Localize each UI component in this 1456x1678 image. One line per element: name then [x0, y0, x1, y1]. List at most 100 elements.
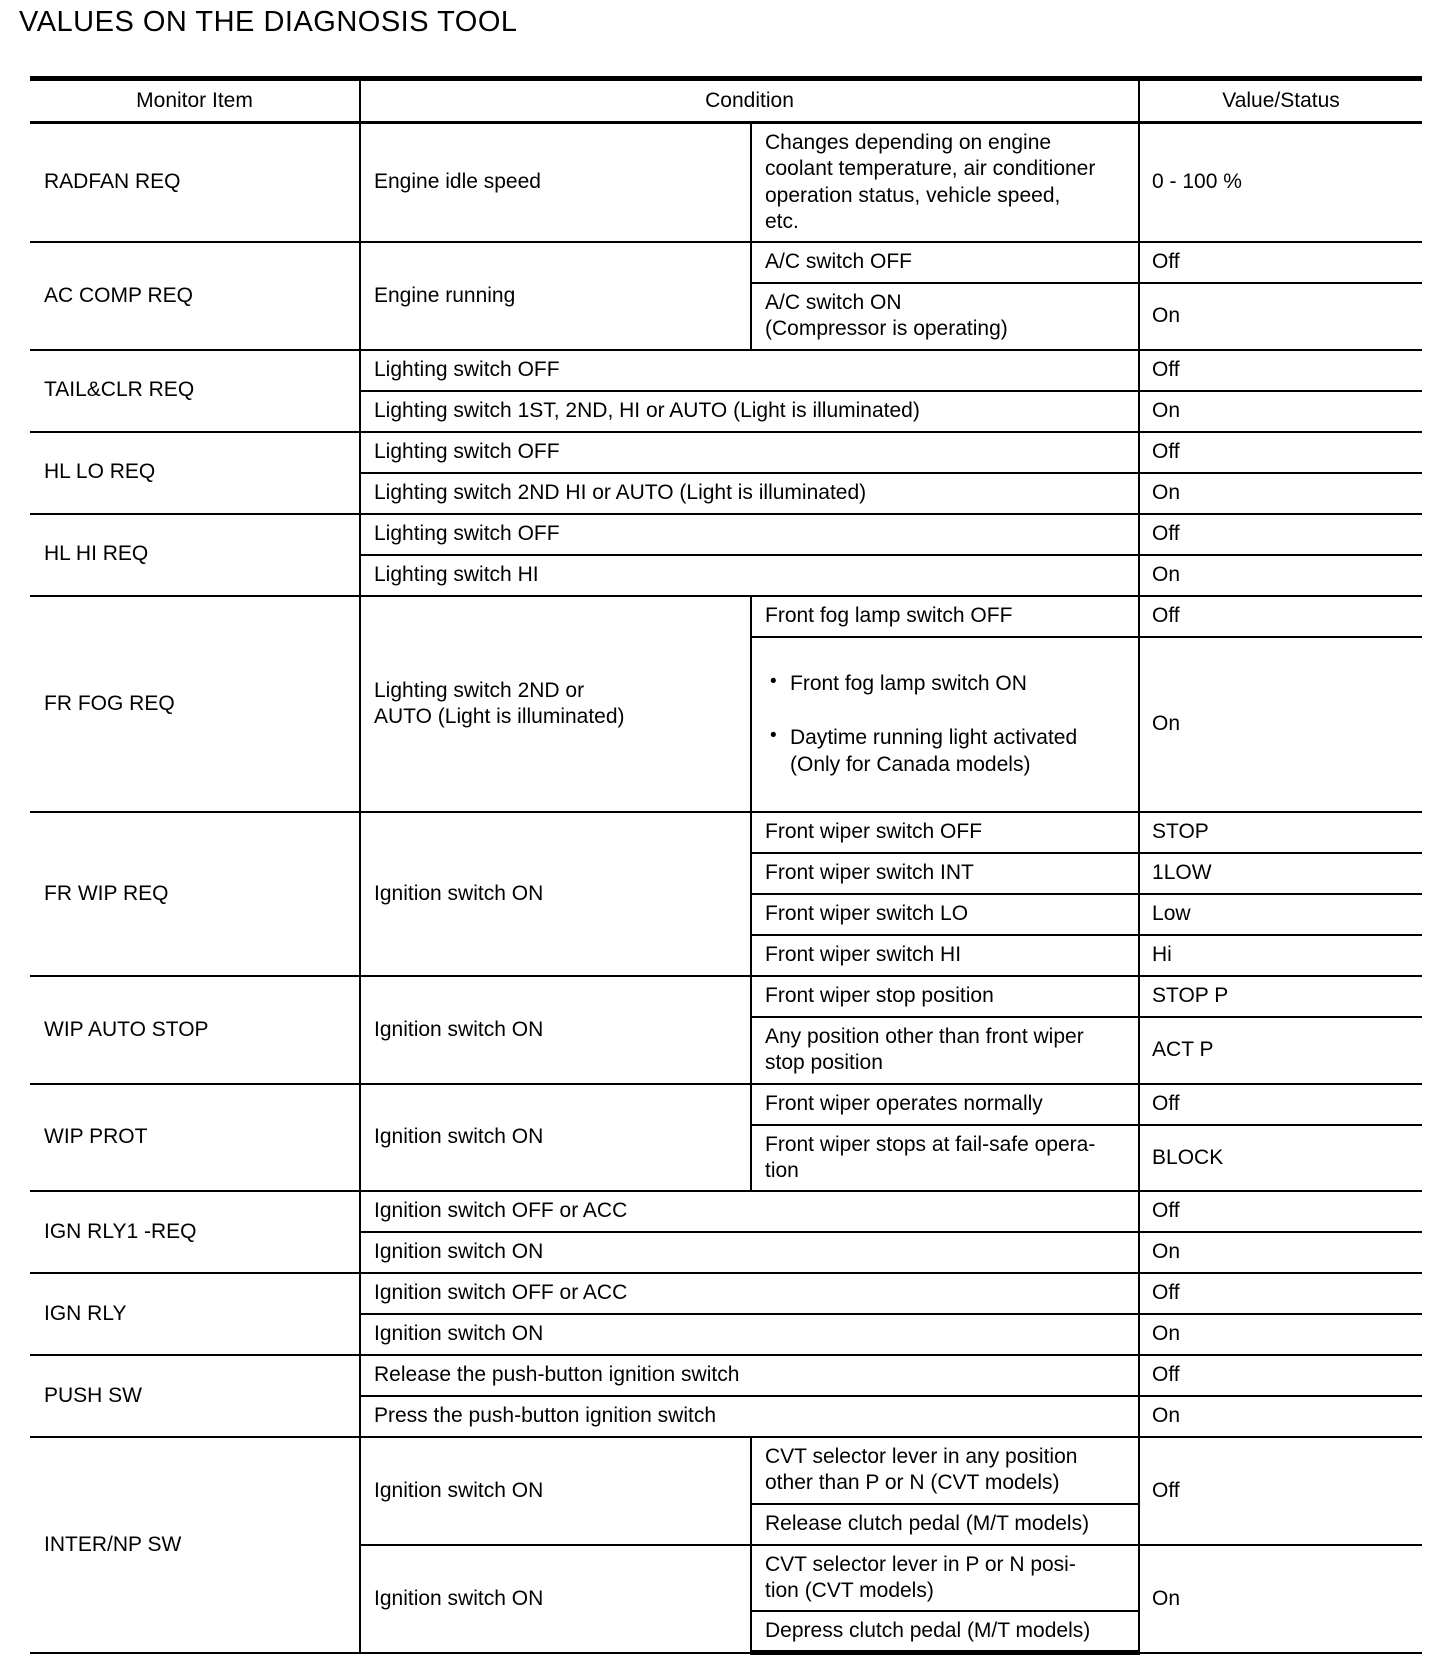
condition-cell: Press the push-button ignition switch: [358, 1395, 1141, 1438]
value-cell: Off: [1138, 1082, 1423, 1126]
value-cell: ACT P: [1138, 1016, 1423, 1085]
value-cell: On: [1138, 282, 1423, 351]
table-row: AC COMP REQ Engine running A/C switch OF…: [30, 241, 1423, 351]
monitor-item-cell: IGN RLY1 -REQ: [30, 1190, 361, 1274]
table-row: INTER/NP SW Ignition switch ON CVT selec…: [30, 1436, 1423, 1654]
monitor-item-cell: RADFAN REQ: [30, 121, 361, 243]
condition-cell: Ignition switch ON: [359, 975, 752, 1085]
col-header-condition: Condition: [358, 76, 1141, 124]
value-cell: Off: [1138, 1190, 1423, 1233]
value-cell: On: [1138, 471, 1423, 515]
monitor-item-cell: INTER/NP SW: [30, 1436, 361, 1654]
value-cell: On: [1138, 1395, 1423, 1438]
value-cell: STOP: [1138, 811, 1423, 854]
value-cell: Off: [1138, 1436, 1423, 1546]
value-cell: Off: [1138, 512, 1423, 556]
condition-cell: Lighting switch 2ND or AUTO (Light is il…: [359, 594, 752, 813]
monitor-item-cell: HL LO REQ: [30, 430, 361, 515]
condition-cell: Ignition switch ON: [359, 1082, 752, 1192]
condition-cell: Release the push-button ignition switch: [358, 1354, 1141, 1397]
value-cell: On: [1138, 553, 1423, 597]
table-row: Lighting switch 2ND HI or AUTO (Light is…: [30, 471, 1423, 515]
value-cell: 1LOW: [1138, 852, 1423, 895]
bullet-item: Daytime running light activated (Only fo…: [765, 724, 1130, 778]
table-row: IGN RLY Ignition switch OFF or ACC Off: [30, 1272, 1423, 1356]
condition-sub-cell: Front fog lamp switch ON Daytime running…: [749, 635, 1141, 813]
condition-sub-cell: Release clutch pedal (M/T models): [749, 1502, 1141, 1546]
condition-cell: Lighting switch OFF: [358, 348, 1141, 392]
condition-cell: Ignition switch ON: [358, 1231, 1141, 1274]
value-cell: Off: [1138, 594, 1423, 638]
col-header-monitor-item: Monitor Item: [30, 76, 361, 124]
monitor-item-cell: TAIL&CLR REQ: [30, 348, 361, 433]
condition-cell: Ignition switch OFF or ACC: [358, 1272, 1141, 1315]
monitor-item-cell: AC COMP REQ: [30, 241, 361, 351]
monitor-item-cell: WIP AUTO STOP: [30, 975, 361, 1085]
value-cell: On: [1138, 635, 1423, 813]
table-row: TAIL&CLR REQ Lighting switch OFF Off: [30, 348, 1423, 433]
table-row: Any position other than front wiper stop…: [30, 1016, 1423, 1085]
value-cell: On: [1138, 1543, 1423, 1654]
table-row: Front wiper stops at fail-safe opera- ti…: [30, 1123, 1423, 1192]
condition-sub-cell: Front wiper operates normally: [749, 1082, 1141, 1126]
value-cell: STOP P: [1138, 975, 1423, 1018]
table-row: RADFAN REQ Engine idle speed Changes dep…: [30, 121, 1423, 243]
condition-sub-cell: Depress clutch pedal (M/T models): [749, 1610, 1141, 1656]
table-row: FR FOG REQ Lighting switch 2ND or AUTO (…: [30, 594, 1423, 813]
table-row: Depress clutch pedal (M/T models): [30, 1610, 1422, 1656]
table-row: Ignition switch ON CVT selector lever in…: [30, 1543, 1423, 1654]
condition-cell: Lighting switch OFF: [358, 512, 1141, 556]
monitor-item-cell: PUSH SW: [30, 1354, 361, 1438]
table-row: Ignition switch ON On: [30, 1313, 1423, 1356]
table-row: Release clutch pedal (M/T models): [30, 1502, 1422, 1546]
value-cell: Off: [1138, 1354, 1423, 1397]
table-row: Front wiper switch INT 1LOW: [30, 852, 1423, 895]
table-row: PUSH SW Release the push-button ignition…: [30, 1354, 1423, 1438]
condition-cell: Engine running: [359, 241, 752, 351]
value-cell: Off: [1138, 430, 1423, 474]
condition-sub-cell: Front wiper switch HI: [749, 934, 1141, 977]
table-row: Lighting switch 1ST, 2ND, HI or AUTO (Li…: [30, 389, 1423, 433]
condition-sub-cell: Changes depending on engine coolant temp…: [749, 121, 1141, 243]
monitor-item-cell: HL HI REQ: [30, 512, 361, 597]
monitor-item-cell: WIP PROT: [30, 1082, 361, 1192]
value-cell: Off: [1138, 348, 1423, 392]
condition-cell: Ignition switch ON: [359, 1436, 752, 1546]
condition-cell: Lighting switch 1ST, 2ND, HI or AUTO (Li…: [358, 389, 1141, 433]
condition-sub-cell: Front wiper stop position: [749, 975, 1141, 1018]
bullet-item: Front fog lamp switch ON: [765, 670, 1130, 697]
value-cell: Off: [1138, 1272, 1423, 1315]
col-header-value-status: Value/Status: [1138, 76, 1423, 124]
table-row: Lighting switch HI On: [30, 553, 1423, 597]
value-cell: BLOCK: [1138, 1123, 1423, 1192]
table-row: FR WIP REQ Ignition switch ON Front wipe…: [30, 811, 1423, 977]
monitor-item-cell: FR WIP REQ: [30, 811, 361, 977]
condition-sub-cell: CVT selector lever in P or N posi- tion …: [749, 1543, 1141, 1612]
diagnosis-values-table: Monitor Item Condition Value/Status RADF…: [30, 76, 1423, 1656]
condition-sub-cell: Any position other than front wiper stop…: [749, 1016, 1141, 1085]
value-cell: Low: [1138, 893, 1423, 936]
condition-sub-cell: A/C switch ON (Compressor is operating): [749, 282, 1141, 351]
table-row: WIP AUTO STOP Ignition switch ON Front w…: [30, 975, 1423, 1085]
condition-sub-cell: A/C switch OFF: [749, 241, 1141, 284]
condition-cell: Ignition switch OFF or ACC: [358, 1190, 1141, 1233]
table-row: HL HI REQ Lighting switch OFF Off: [30, 512, 1423, 597]
table-row: Press the push-button ignition switch On: [30, 1395, 1423, 1438]
condition-sub-cell: Front wiper stops at fail-safe opera- ti…: [749, 1123, 1141, 1192]
condition-cell: Ignition switch ON: [359, 1543, 752, 1654]
monitor-item-cell: FR FOG REQ: [30, 594, 361, 813]
table-row: Front wiper switch LO Low: [30, 893, 1423, 936]
condition-cell: Lighting switch 2ND HI or AUTO (Light is…: [358, 471, 1141, 515]
condition-sub-cell: Front fog lamp switch OFF: [749, 594, 1141, 638]
condition-sub-cell: Front wiper switch LO: [749, 893, 1141, 936]
condition-cell: Engine idle speed: [359, 121, 752, 243]
condition-sub-cell: Front wiper switch OFF: [749, 811, 1141, 854]
condition-sub-cell: Front wiper switch INT: [749, 852, 1141, 895]
header-row: Monitor Item Condition Value/Status: [30, 76, 1423, 124]
table-row: WIP PROT Ignition switch ON Front wiper …: [30, 1082, 1423, 1192]
table-row: Front wiper switch HI Hi: [30, 934, 1423, 977]
condition-cell: Lighting switch OFF: [358, 430, 1141, 474]
value-cell: 0 - 100 %: [1138, 121, 1423, 243]
value-cell: On: [1138, 1313, 1423, 1356]
value-cell: On: [1138, 389, 1423, 433]
